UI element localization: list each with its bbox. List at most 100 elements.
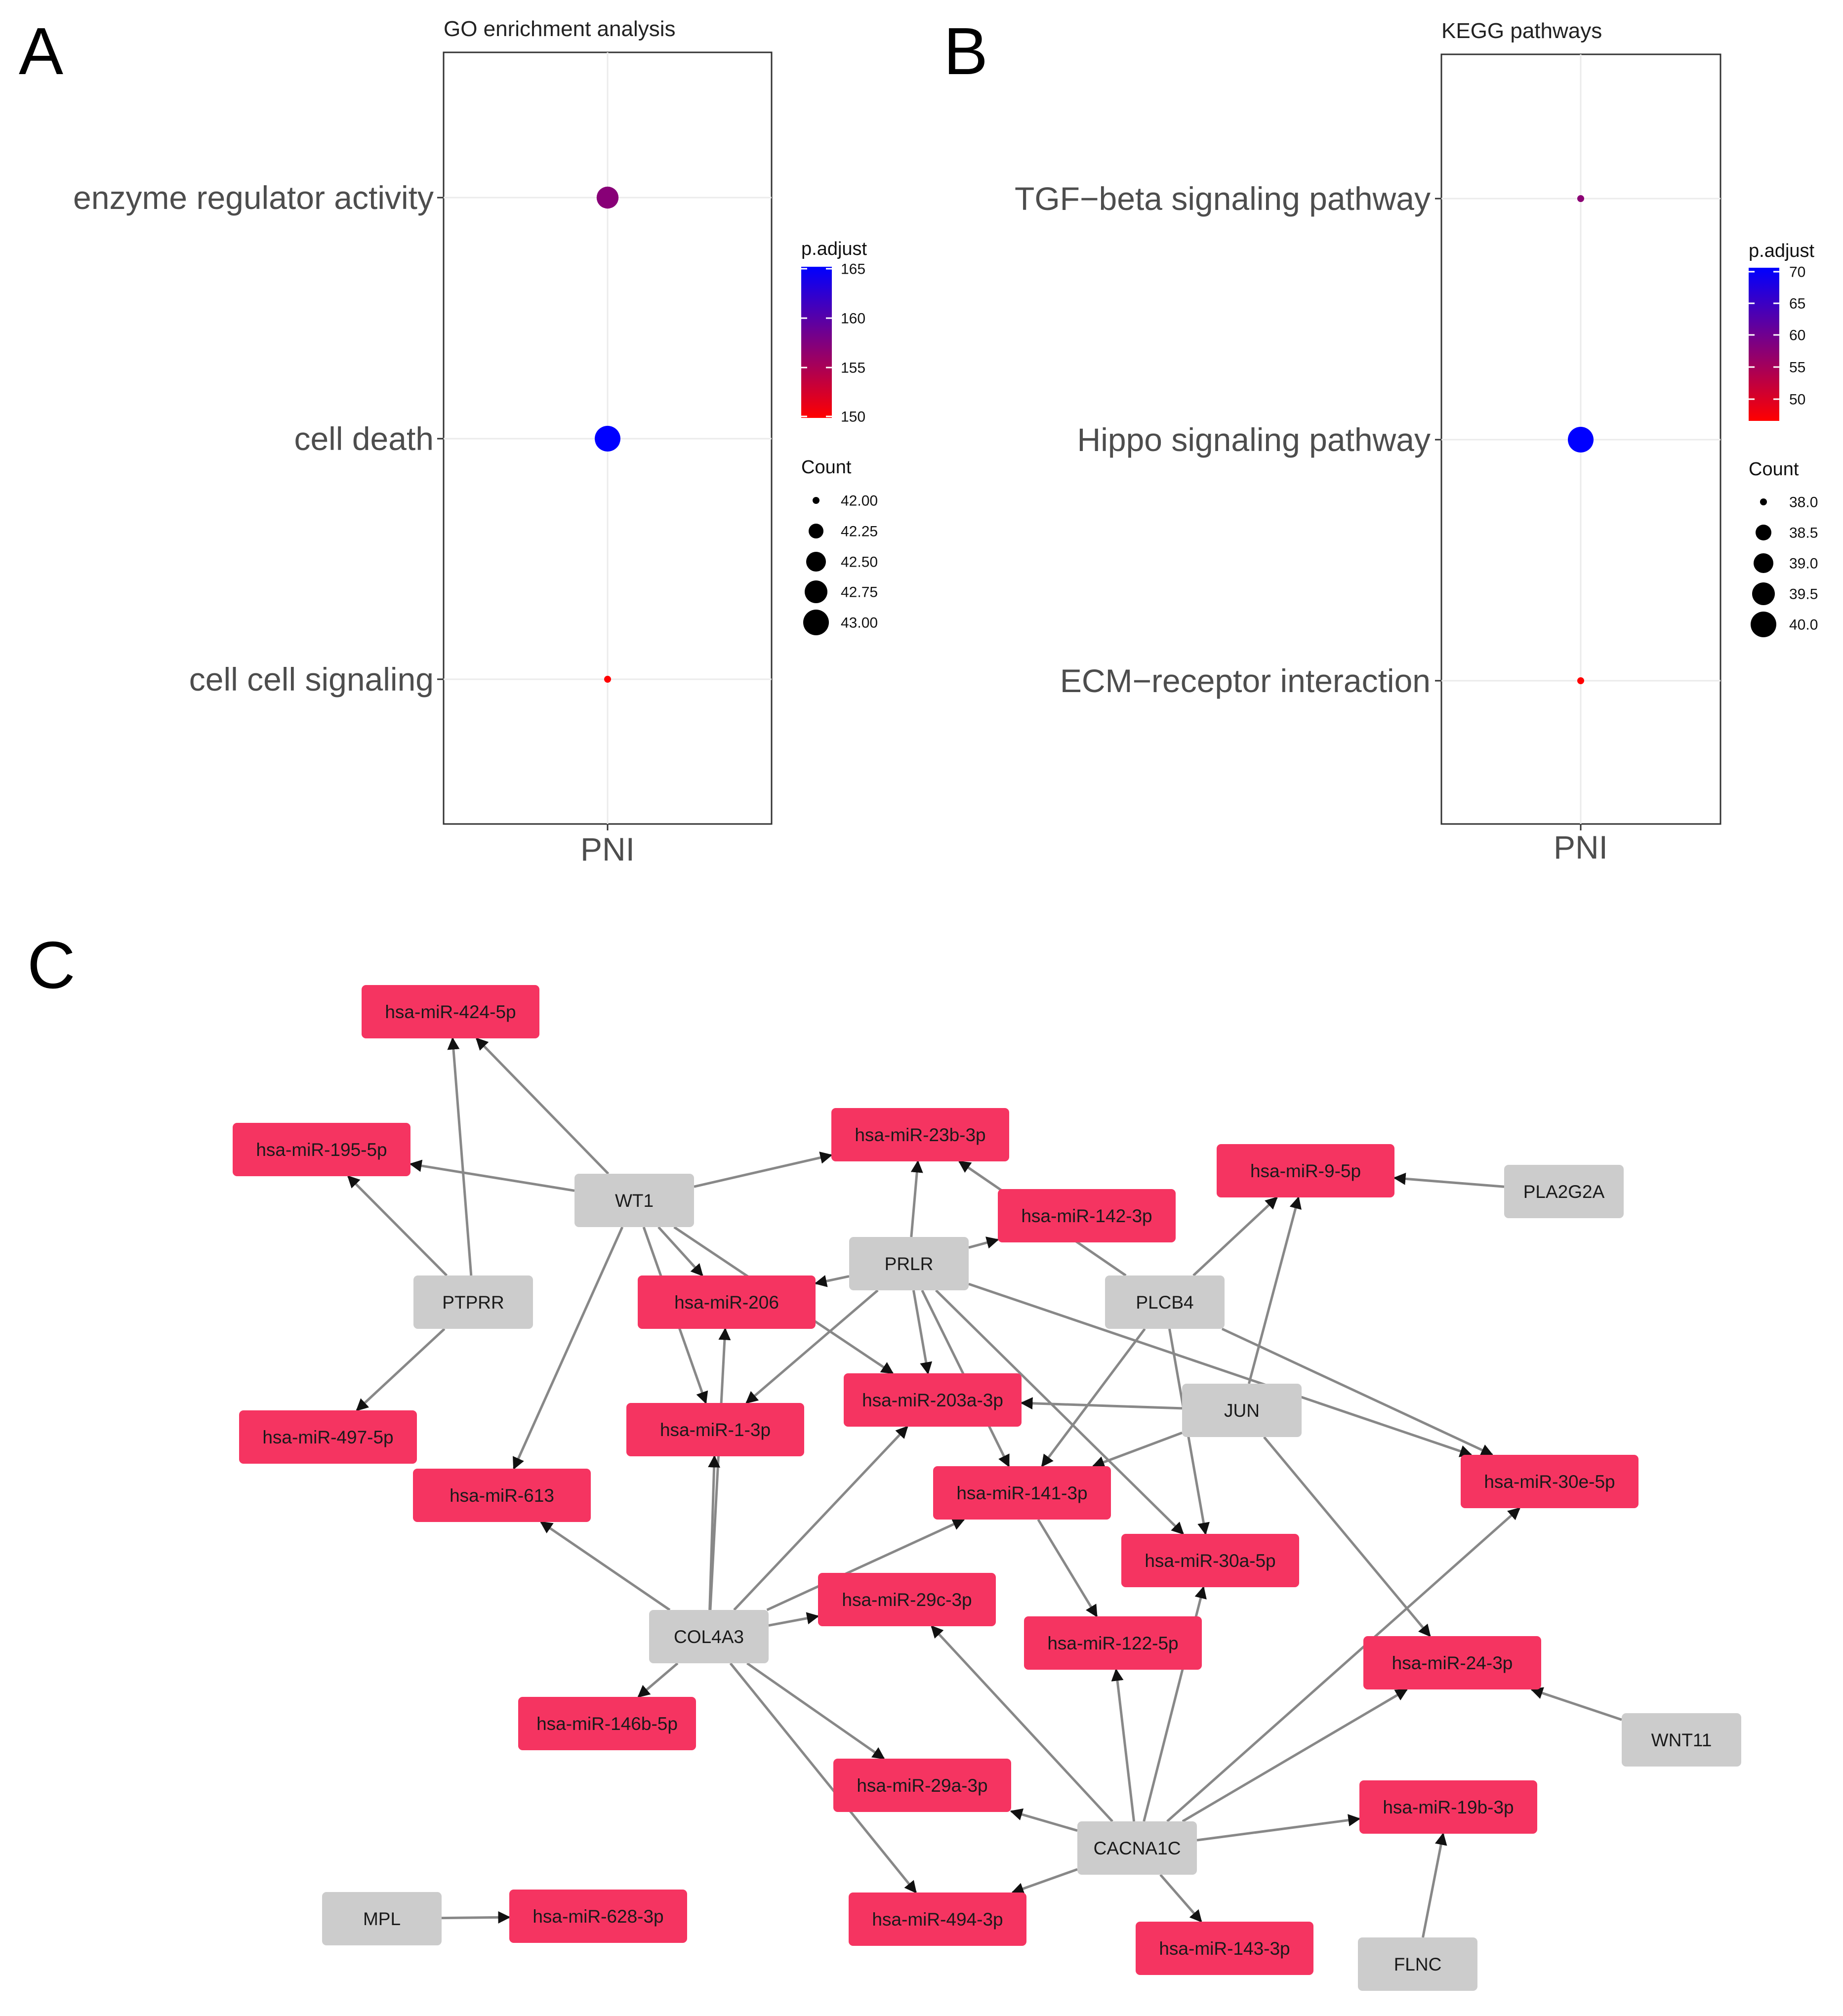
mirna-node-206[interactable]: hsa-miR-206 [638, 1275, 816, 1329]
node-label: PTPRR [442, 1292, 504, 1313]
size-legend-label: 39.0 [1789, 556, 1818, 572]
node-label: hsa-miR-19b-3p [1383, 1797, 1514, 1817]
node-label: hsa-miR-195-5p [256, 1140, 387, 1160]
mirna-node-628-3p[interactable]: hsa-miR-628-3p [509, 1890, 687, 1943]
mirna-node-122-5p[interactable]: hsa-miR-122-5p [1024, 1616, 1202, 1670]
gene-node-wt1[interactable]: WT1 [574, 1174, 694, 1227]
mirna-node-195-5p[interactable]: hsa-miR-195-5p [233, 1123, 410, 1176]
node-label: PRLR [885, 1254, 934, 1274]
colorbar-tick-label: 60 [1789, 328, 1805, 344]
mirna-node-142-3p[interactable]: hsa-miR-142-3p [998, 1189, 1176, 1242]
mirna-node-29a-3p[interactable]: hsa-miR-29a-3p [833, 1759, 1011, 1812]
node-label: hsa-miR-30e-5p [1484, 1472, 1615, 1492]
gene-node-ptprr[interactable]: PTPRR [413, 1275, 533, 1329]
node-label: hsa-miR-203a-3p [862, 1390, 1003, 1410]
mirna-node-30a-5p[interactable]: hsa-miR-30a-5p [1121, 1534, 1299, 1587]
node-label: hsa-miR-146b-5p [536, 1714, 678, 1734]
network-edge [356, 1328, 446, 1411]
mirna-node-143-3p[interactable]: hsa-miR-143-3p [1136, 1922, 1313, 1975]
size-legend-label: 42.00 [841, 493, 878, 509]
mirna-node-19b-3p[interactable]: hsa-miR-19b-3p [1359, 1780, 1537, 1834]
size-legend-key [813, 497, 819, 504]
gene-node-jun[interactable]: JUN [1182, 1384, 1302, 1437]
network-edge [729, 1662, 917, 1893]
network-edge [768, 1612, 819, 1627]
network-edge [1011, 1868, 1078, 1895]
mirna-node-497-5p[interactable]: hsa-miR-497-5p [239, 1410, 417, 1464]
network-edge [1010, 1808, 1078, 1832]
chart-title: GO enrichment analysis [444, 17, 676, 41]
mirna-node-24-3p[interactable]: hsa-miR-24-3p [1363, 1636, 1541, 1689]
mirna-node-613[interactable]: hsa-miR-613 [413, 1469, 591, 1522]
node-label: hsa-miR-142-3p [1021, 1206, 1152, 1226]
network-edge [475, 1037, 610, 1175]
network-edge [1166, 1507, 1521, 1822]
y-tick-label: Hippo signaling pathway [1077, 421, 1431, 458]
gene-node-mpl[interactable]: MPL [322, 1892, 442, 1945]
mirna-node-30e-5p[interactable]: hsa-miR-30e-5p [1461, 1455, 1638, 1508]
panel-letter-a: A [19, 14, 63, 88]
network-edge [1393, 1172, 1505, 1188]
point-hippo-signaling-pathway [1568, 427, 1594, 453]
colorbar-tick-label: 65 [1789, 296, 1805, 312]
size-legend: Count 38.0 38.5 39.0 39.5 40.0 [1749, 459, 1818, 637]
network-edge [1263, 1436, 1431, 1637]
network-edge [1196, 1814, 1361, 1842]
node-label: JUN [1224, 1400, 1260, 1421]
mirna-node-23b-3p[interactable]: hsa-miR-23b-3p [831, 1108, 1009, 1161]
mirna-node-1-3p[interactable]: hsa-miR-1-3p [626, 1403, 804, 1456]
size-legend-key [806, 552, 826, 572]
network-edge [540, 1521, 671, 1611]
mirna-node-9-5p[interactable]: hsa-miR-9-5p [1217, 1144, 1394, 1197]
color-legend: p.adjust 165 160 155 150 [801, 239, 867, 425]
mirna-node-141-3p[interactable]: hsa-miR-141-3p [933, 1466, 1111, 1520]
node-label: hsa-miR-613 [450, 1485, 554, 1506]
mirna-node-146b-5p[interactable]: hsa-miR-146b-5p [518, 1697, 696, 1750]
network-edge [409, 1159, 575, 1192]
mirna-node-424-5p[interactable]: hsa-miR-424-5p [362, 985, 539, 1038]
gene-node-prlr[interactable]: PRLR [849, 1237, 969, 1290]
mirna-node-29c-3p[interactable]: hsa-miR-29c-3p [818, 1573, 996, 1626]
node-label: hsa-miR-29a-3p [857, 1775, 987, 1796]
node-label: hsa-miR-23b-3p [855, 1125, 985, 1145]
mirna-node-494-3p[interactable]: hsa-miR-494-3p [849, 1893, 1026, 1946]
panel-a-go-enrichment: A GO enrichment analysis enzyme regulato… [19, 14, 878, 867]
colorbar-tick-label: 165 [841, 261, 865, 278]
node-label: hsa-miR-143-3p [1159, 1938, 1290, 1959]
point-tgf-beta-signaling-pathway [1577, 195, 1584, 202]
point-ecm-receptor-interaction [1577, 677, 1584, 684]
node-label: hsa-miR-628-3p [532, 1906, 663, 1927]
x-tick-label: PNI [1554, 829, 1608, 865]
panel-letter-b: B [943, 14, 988, 88]
colorbar-tick-label: 155 [841, 360, 865, 376]
network-edge [1041, 1328, 1146, 1468]
node-label: hsa-miR-9-5p [1250, 1161, 1361, 1181]
y-tick-label: enzyme regulator activity [73, 179, 434, 216]
network-edge [347, 1175, 448, 1276]
y-tick-label: ECM−receptor interaction [1060, 662, 1431, 699]
gene-node-plcb4[interactable]: PLCB4 [1105, 1275, 1225, 1329]
gene-node-cacna1c[interactable]: CACNA1C [1077, 1821, 1197, 1875]
node-label: hsa-miR-494-3p [872, 1909, 1003, 1930]
y-tick-marks [437, 197, 609, 830]
size-legend-label: 42.75 [841, 584, 878, 601]
node-label: hsa-miR-206 [674, 1292, 779, 1313]
colorbar-tick-label: 70 [1789, 264, 1805, 281]
network-edge [910, 1160, 923, 1237]
size-legend-key [1760, 498, 1767, 505]
gene-node-flnc[interactable]: FLNC [1358, 1937, 1477, 1991]
mirna-node-203a-3p[interactable]: hsa-miR-203a-3p [844, 1373, 1022, 1427]
network-edge [1422, 1832, 1447, 1938]
node-label: COL4A3 [674, 1627, 744, 1647]
size-legend-label: 40.0 [1789, 617, 1818, 633]
network-edge [1221, 1327, 1494, 1456]
size-legend-label: 42.25 [841, 524, 878, 540]
gene-node-col4a3[interactable]: COL4A3 [649, 1610, 769, 1663]
network-edge [447, 1037, 473, 1276]
gene-node-pla2g2a[interactable]: PLA2G2A [1504, 1165, 1624, 1218]
gene-node-wnt11[interactable]: WNT11 [1622, 1713, 1741, 1767]
network-edge [657, 1226, 703, 1276]
size-legend-key [809, 524, 823, 538]
color-legend-title: p.adjust [801, 239, 867, 259]
network-edge [708, 1455, 721, 1610]
